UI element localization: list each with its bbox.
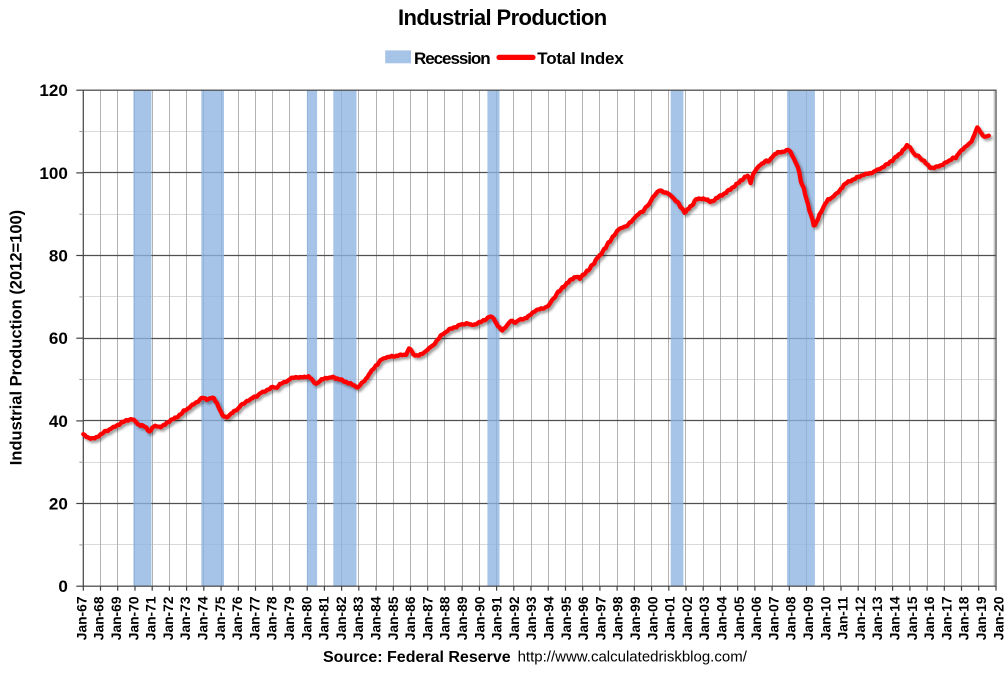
svg-text:Recession: Recession	[414, 49, 490, 68]
svg-text:http://www.calculatedriskblog.: http://www.calculatedriskblog.com/	[518, 649, 748, 666]
svg-text:20: 20	[49, 495, 68, 514]
svg-text:Jan-67: Jan-67	[74, 596, 89, 640]
svg-text:Jan-12: Jan-12	[853, 596, 868, 640]
svg-text:Jan-75: Jan-75	[213, 596, 228, 640]
svg-text:Jan-86: Jan-86	[403, 596, 418, 640]
svg-text:Jan-03: Jan-03	[697, 596, 712, 640]
svg-text:Jan-79: Jan-79	[282, 596, 297, 640]
svg-text:Jan-14: Jan-14	[888, 596, 903, 640]
svg-text:Jan-19: Jan-19	[974, 596, 989, 640]
svg-text:Jan-04: Jan-04	[715, 596, 730, 640]
svg-text:Jan-08: Jan-08	[784, 596, 799, 640]
svg-text:Jan-78: Jan-78	[265, 596, 280, 640]
svg-text:Jan-80: Jan-80	[299, 596, 314, 640]
svg-text:Source: Federal Reserve: Source: Federal Reserve	[323, 649, 511, 666]
svg-text:Jan-97: Jan-97	[593, 596, 608, 640]
svg-text:Jan-83: Jan-83	[351, 596, 366, 640]
svg-text:Jan-98: Jan-98	[611, 596, 626, 640]
svg-text:Jan-11: Jan-11	[836, 596, 851, 639]
svg-text:Jan-17: Jan-17	[939, 596, 954, 640]
svg-text:Jan-10: Jan-10	[818, 596, 833, 640]
svg-text:Jan-02: Jan-02	[680, 596, 695, 640]
svg-text:Jan-76: Jan-76	[230, 596, 245, 640]
svg-text:Jan-95: Jan-95	[559, 596, 574, 640]
svg-text:Jan-96: Jan-96	[576, 596, 591, 640]
svg-text:Jan-88: Jan-88	[438, 596, 453, 640]
svg-text:Jan-69: Jan-69	[109, 596, 124, 640]
svg-text:Jan-87: Jan-87	[420, 596, 435, 640]
svg-text:Jan-92: Jan-92	[507, 596, 522, 640]
svg-text:Jan-70: Jan-70	[126, 596, 141, 640]
svg-text:Jan-01: Jan-01	[663, 596, 678, 640]
svg-text:Jan-68: Jan-68	[92, 596, 107, 640]
svg-text:Jan-77: Jan-77	[247, 596, 262, 640]
svg-text:Jan-84: Jan-84	[369, 596, 384, 640]
svg-text:Jan-89: Jan-89	[455, 596, 470, 640]
svg-text:Jan-72: Jan-72	[161, 596, 176, 640]
svg-text:0: 0	[58, 577, 67, 596]
svg-text:Jan-00: Jan-00	[645, 596, 660, 640]
svg-text:Industrial Production (2012=10: Industrial Production (2012=100)	[7, 210, 25, 465]
svg-text:Industrial Production: Industrial Production	[398, 5, 607, 30]
svg-text:Jan-91: Jan-91	[490, 596, 505, 640]
svg-text:Jan-18: Jan-18	[957, 596, 972, 640]
svg-text:120: 120	[39, 81, 67, 100]
svg-text:40: 40	[49, 412, 68, 431]
svg-text:Jan-16: Jan-16	[922, 596, 937, 640]
svg-text:80: 80	[49, 247, 68, 266]
svg-text:Jan-73: Jan-73	[178, 596, 193, 640]
svg-text:Jan-07: Jan-07	[766, 596, 781, 640]
svg-text:Jan-06: Jan-06	[749, 596, 764, 640]
svg-text:Jan-05: Jan-05	[732, 596, 747, 640]
svg-text:Jan-13: Jan-13	[870, 596, 885, 640]
svg-text:Total Index: Total Index	[537, 49, 624, 68]
svg-text:Jan-94: Jan-94	[542, 596, 557, 640]
svg-text:Jan-71: Jan-71	[144, 596, 159, 640]
svg-text:Jan-99: Jan-99	[628, 596, 643, 640]
svg-text:Jan-93: Jan-93	[524, 596, 539, 640]
svg-text:Jan-09: Jan-09	[801, 596, 816, 640]
svg-text:Jan-15: Jan-15	[905, 596, 920, 640]
svg-text:Jan-20: Jan-20	[991, 596, 1006, 640]
svg-text:100: 100	[39, 164, 67, 183]
svg-text:Jan-90: Jan-90	[472, 596, 487, 640]
svg-text:Jan-82: Jan-82	[334, 596, 349, 640]
svg-text:Jan-74: Jan-74	[196, 596, 211, 640]
svg-text:Jan-81: Jan-81	[317, 596, 332, 640]
svg-text:Jan-85: Jan-85	[386, 596, 401, 640]
svg-text:60: 60	[49, 329, 68, 348]
